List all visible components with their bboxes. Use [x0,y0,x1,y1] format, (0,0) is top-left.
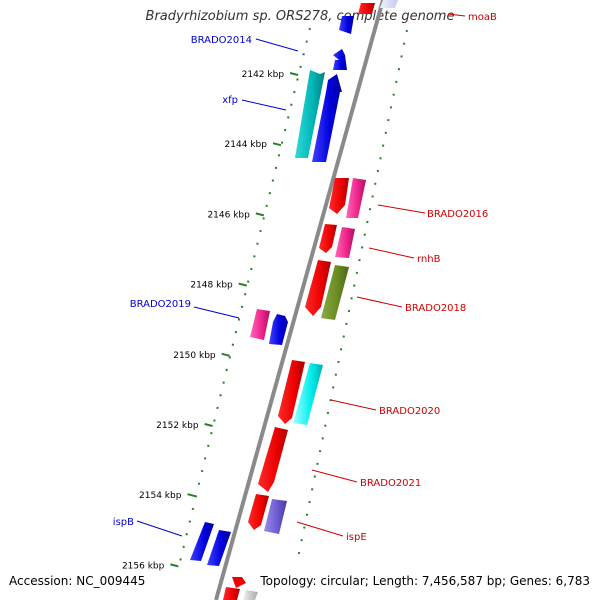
scale-label: 2148 kbp [190,281,233,291]
gene-label-brado2018[interactable]: BRADO2018 [405,303,466,314]
gene-arrow[interactable] [248,494,269,530]
scale-label: 2146 kbp [207,210,250,220]
scale-tick [187,493,196,498]
gene-arrow[interactable] [333,49,347,70]
gene-arrow[interactable] [223,587,240,600]
scale-label: 2144 kbp [225,140,268,150]
scale-label: 2152 kbp [156,421,199,431]
scale-tick [255,212,265,217]
gene-arrow[interactable] [232,577,246,588]
gene-arrow[interactable] [269,314,288,345]
scale-tick [204,423,213,427]
gene-label-brado2020[interactable]: BRADO2020 [379,406,440,417]
gene-labels: moaB BRADO2014 xfp BRADO2016 rnhB BRADO2018 BR… [113,12,497,543]
scale-tick [221,352,230,357]
scale-label: 2156 kbp [122,561,165,571]
gene-callout-line [311,469,358,483]
gene-arrow[interactable] [380,0,398,8]
gene-arrow[interactable] [295,70,325,158]
kbp-scale: 2142 kbp 2144 kbp 2146 kbp 2148 kbp 2150 kbp… [122,70,299,571]
gene-arrow[interactable] [346,178,366,218]
gene-callout-line [241,99,287,111]
gene-arrow[interactable] [339,16,354,34]
gene-arrow[interactable] [293,363,323,425]
gene-arrow[interactable] [358,3,375,14]
scale-tick [170,563,179,568]
gene-moaB-feature[interactable] [358,0,398,14]
genome-backbone [214,0,385,600]
gene-callout-line [255,38,299,52]
gene-arrow[interactable] [321,265,349,320]
gene-arrow[interactable] [250,309,270,340]
gene-callout-line [356,296,403,308]
gene-arrow[interactable] [207,530,231,566]
scale-label: 2142 kbp [242,70,285,80]
scale-label: 2150 kbp [173,351,216,361]
track-guides [177,27,408,571]
gene-callout-line [377,204,426,214]
gene-arrow[interactable] [329,178,349,214]
accession-label: Accession: NC_009445 [9,574,146,588]
gene-label-brado2019[interactable]: BRADO2019 [130,299,191,310]
topology-summary: Topology: circular; Length: 7,456,587 bp… [260,574,590,588]
gene-label-ispe[interactable]: ispE [346,532,367,543]
gene-label-brado2016[interactable]: BRADO2016 [427,209,488,220]
gene-arrow[interactable] [305,260,331,316]
scale-tick [289,72,299,76]
gene-label-ispb[interactable]: ispB [113,517,134,528]
scale-label: 2154 kbp [139,491,182,501]
gene-label-xfp[interactable]: xfp [222,95,238,106]
gene-arrow[interactable] [190,522,214,561]
gene-arrow[interactable] [264,499,287,534]
gene-callout-line [368,247,415,259]
gene-callout-line [296,521,344,537]
gene-arrow[interactable] [258,427,288,492]
gene-label-rnhb[interactable]: rnhB [417,254,441,265]
gene-arrow[interactable] [278,360,305,424]
gene-arrow[interactable] [319,224,337,253]
gene-callout-line [193,306,240,319]
gene-arrow[interactable] [243,590,258,600]
gene-label-brado2021[interactable]: BRADO2021 [360,478,421,489]
scale-tick [272,142,282,147]
scale-tick [238,282,247,287]
gene-callout-line [330,399,377,411]
gene-arrow[interactable] [312,74,342,162]
gene-callout-line [136,520,183,537]
gene-label-moab[interactable]: moaB [468,12,497,23]
gene-label-brado2014[interactable]: BRADO2014 [191,35,252,46]
gene-arrow[interactable] [335,227,355,258]
gene-callout-line [447,13,466,17]
